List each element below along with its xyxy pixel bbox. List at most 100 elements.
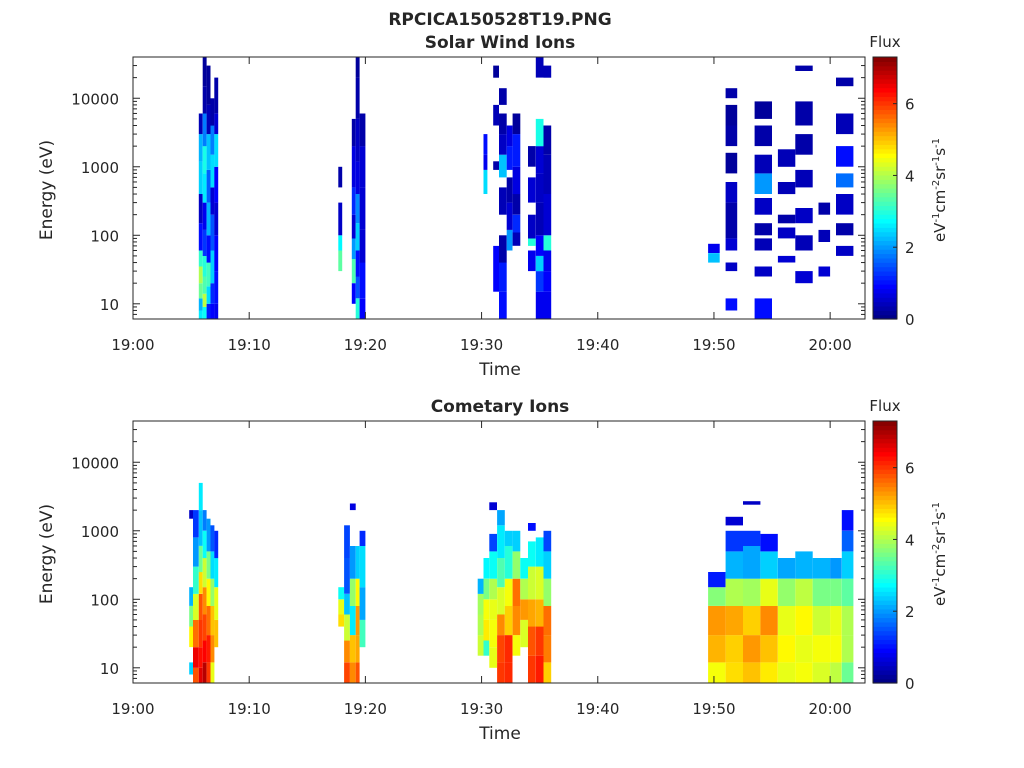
colorbar-segment: [873, 205, 897, 211]
heatmap-cell: [206, 104, 211, 135]
heatmap-cell: [512, 530, 521, 552]
colorbar-frame: [872, 420, 898, 684]
colorbar-segment: [873, 196, 897, 202]
heatmap-cell: [193, 619, 199, 648]
heatmap-cell: [725, 298, 738, 311]
heatmap-cell: [198, 667, 203, 683]
colorbar-segment: [873, 174, 897, 180]
heatmap-cell: [202, 306, 207, 319]
heatmap-cell: [344, 525, 350, 558]
heatmap-cell: [483, 169, 488, 194]
heatmap-cell: [483, 134, 488, 155]
heatmap-cell: [812, 662, 831, 683]
heatmap-cell: [841, 551, 854, 579]
colorbar-segment: [873, 512, 897, 518]
colorbar-segment: [873, 538, 897, 544]
heatmap-cell: [202, 614, 207, 641]
heatmap-cell: [210, 525, 215, 552]
heatmap-cell: [504, 635, 513, 663]
heatmap-cell: [210, 154, 215, 188]
heatmap-cell: [189, 605, 194, 627]
heatmap-cell: [528, 177, 536, 203]
colorbar-segment: [873, 57, 897, 62]
heatmap-cell: [489, 578, 497, 600]
heatmap-cell: [499, 187, 507, 215]
heatmap-cell: [543, 125, 552, 155]
heatmap-cell: [210, 125, 215, 155]
axes: 19:00 19:10 19:20 19:30 19:40 19:50 20:00 10 100…: [71, 56, 866, 354]
colorbar-segment: [873, 608, 897, 614]
heatmap-cell: [535, 57, 544, 78]
colorbar-segment: [873, 305, 897, 311]
heatmap-cell: [512, 134, 521, 167]
heatmap-cell: [754, 173, 772, 194]
heatmap-cell: [543, 154, 552, 194]
heatmap-cell: [777, 214, 796, 224]
heatmap-cell: [499, 88, 507, 105]
colorbar-tick-label: 6: [905, 460, 915, 478]
heatmap-cell: [743, 635, 761, 663]
colorbar-segment: [873, 464, 897, 470]
colorbar-segment: [873, 135, 897, 141]
heatmap-cell: [795, 551, 813, 579]
colorbar-segment: [873, 179, 897, 185]
heatmap-cell: [818, 229, 831, 242]
colorbar-segment: [873, 543, 897, 549]
heatmap-cell: [198, 647, 203, 668]
colorbar: 0 2 4 6: [872, 56, 915, 329]
heatmap-cell: [355, 605, 360, 636]
heatmap-cell: [206, 169, 211, 203]
heatmap-cell: [202, 293, 207, 307]
heatmap-cell: [477, 614, 484, 636]
x-tick-label: 19:10: [228, 336, 271, 354]
heatmap-cell: [818, 266, 831, 277]
heatmap-cell: [725, 152, 738, 174]
colorbar-segment: [873, 648, 897, 654]
heatmap-cell: [499, 291, 507, 319]
heatmap-cell: [830, 662, 842, 683]
heatmap-cell: [795, 635, 813, 663]
colorbar-segment: [873, 78, 897, 84]
colorbar-segment: [873, 222, 897, 228]
heatmap-cell: [349, 546, 356, 579]
heatmap-cell: [777, 578, 796, 606]
heatmap-cell: [535, 626, 544, 656]
heatmap-cell: [355, 223, 360, 251]
heatmap-cell: [198, 161, 203, 194]
heatmap-cell: [355, 194, 360, 224]
heatmap-cell: [512, 214, 521, 233]
heatmap-cell: [535, 146, 544, 174]
colorbar-segment: [873, 166, 897, 172]
heatmap-cell: [198, 223, 203, 251]
heatmap-cell: [214, 271, 219, 304]
colorbar-segment: [873, 525, 897, 531]
heatmap-cell: [202, 86, 207, 114]
colorbar-segment: [873, 552, 897, 557]
heatmap-cell: [836, 146, 854, 167]
panel-title: Solar Wind Ions: [425, 33, 576, 53]
heatmap-cell: [543, 578, 552, 606]
heatmap-cell: [528, 599, 536, 627]
heatmap-cell: [355, 662, 360, 683]
heatmap-cell: [512, 578, 521, 606]
colorbar-segment: [873, 556, 897, 562]
heatmap-cell: [841, 662, 854, 683]
heatmap-cell: [754, 154, 772, 174]
heatmap-cell: [359, 187, 366, 230]
heatmap-cell: [841, 510, 854, 531]
heatmap-cell: [210, 551, 215, 579]
heatmap-cell: [543, 194, 552, 236]
heatmap-cell: [210, 635, 215, 663]
heatmap-cell: [338, 166, 343, 188]
x-tick-label: 19:00: [111, 336, 154, 354]
heatmap-cell: [349, 605, 356, 636]
heatmap-cell: [483, 640, 490, 656]
heatmap-cell: [708, 253, 720, 263]
colorbar-segment: [873, 144, 897, 150]
heatmap-cell: [708, 587, 726, 606]
heatmap-cell: [351, 259, 356, 284]
heatmap-cell: [198, 298, 203, 311]
heatmap-cell: [812, 558, 831, 579]
heatmap-cell: [499, 262, 507, 292]
